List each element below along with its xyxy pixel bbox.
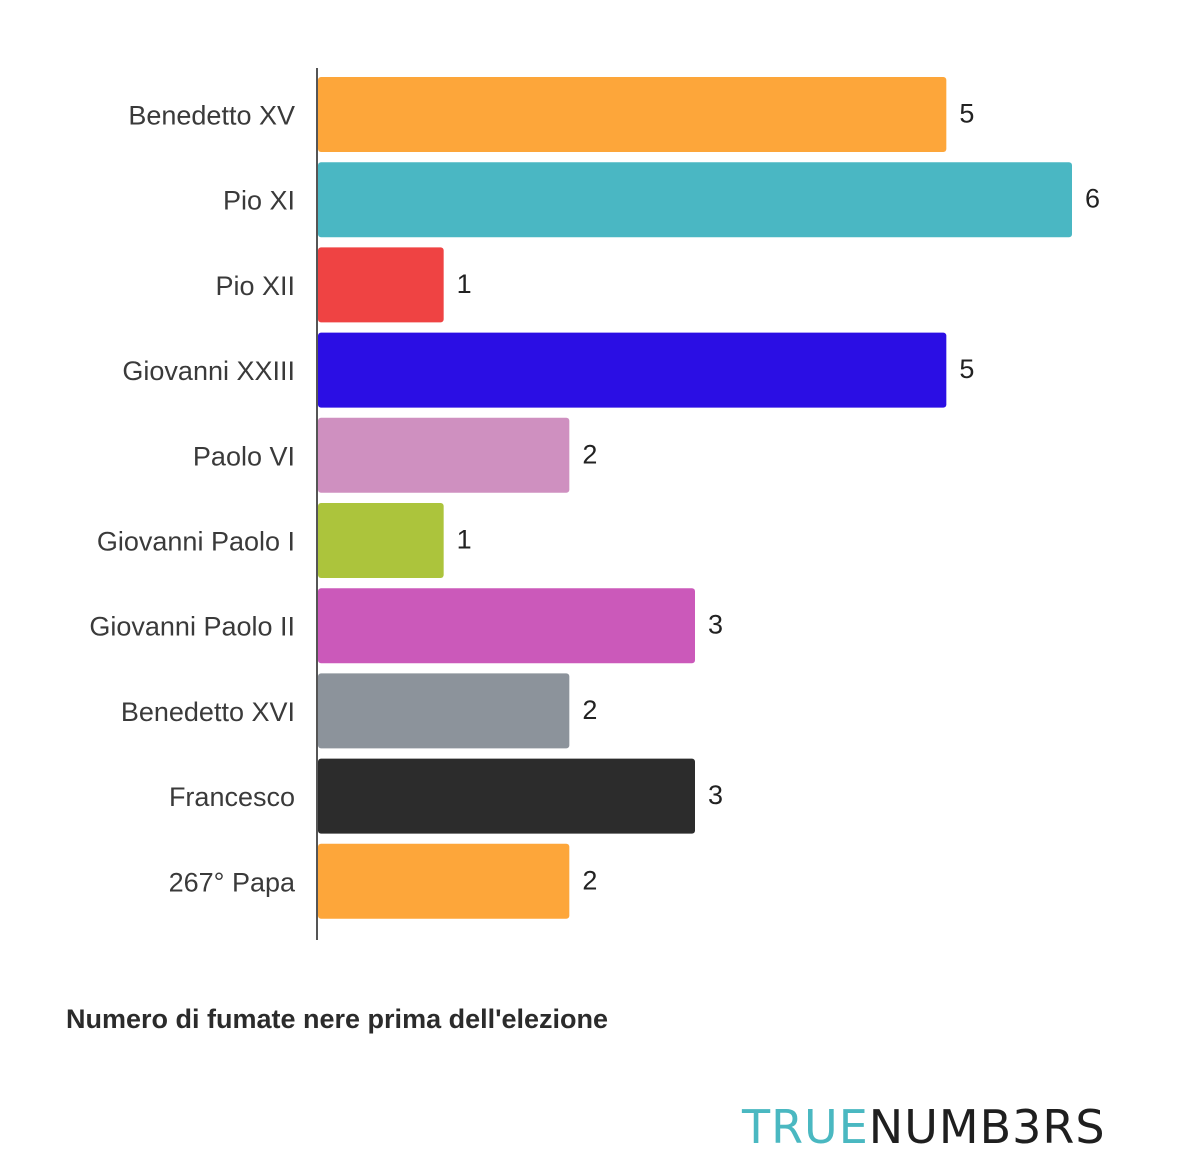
bars-layer: Benedetto XV 5 Pio XI 6 Pio XII 1 Giovanni XXI… (89, 77, 1100, 919)
bar-giovanni-xxiii (318, 332, 947, 408)
bar-pio-xii (318, 247, 444, 323)
category-label-pio-xii: Pio XII (215, 271, 295, 301)
logo-text-numb3rs: NUMB3RS (868, 1100, 1106, 1154)
category-label-benedetto-xvi: Benedetto XVI (121, 697, 295, 727)
value-label-pio-xi: 6 (1085, 184, 1100, 214)
category-label-267-papa: 267° Papa (169, 867, 296, 897)
value-label-benedetto-xvi: 2 (582, 695, 597, 725)
value-label-267-papa: 2 (582, 865, 597, 895)
bar-francesco (318, 758, 695, 834)
category-label-benedetto-xv: Benedetto XV (128, 101, 295, 131)
bar-chart: Benedetto XV 5 Pio XI 6 Pio XII 1 Giovanni XXI… (89, 68, 1100, 940)
value-label-giovanni-paolo-i: 1 (457, 525, 472, 555)
value-label-francesco: 3 (708, 780, 723, 810)
bar-267-papa (318, 843, 570, 919)
bar-giovanni-paolo-ii (318, 588, 695, 664)
category-label-giovanni-paolo-ii: Giovanni Paolo II (89, 612, 295, 642)
bar-pio-xi (318, 162, 1072, 238)
value-label-giovanni-paolo-ii: 3 (708, 610, 723, 640)
bar-benedetto-xv (318, 77, 947, 152)
category-label-pio-xi: Pio XI (223, 186, 295, 216)
category-label-paolo-vi: Paolo VI (193, 441, 295, 471)
bar-paolo-vi (318, 417, 570, 493)
x-axis-caption: Numero di fumate nere prima dell'elezion… (66, 1004, 609, 1034)
logo-text-true: TRUE (742, 1100, 869, 1154)
value-label-giovanni-xxiii: 5 (959, 354, 974, 384)
category-label-giovanni-xxiii: Giovanni XXIII (122, 356, 295, 386)
bar-benedetto-xvi (318, 673, 570, 749)
value-label-paolo-vi: 2 (582, 439, 597, 469)
bar-giovanni-paolo-i (318, 503, 444, 578)
category-label-giovanni-paolo-i: Giovanni Paolo I (97, 527, 295, 557)
value-label-pio-xii: 1 (457, 269, 472, 299)
truenumbers-logo: TRUENUMB3RS (742, 1100, 1106, 1154)
category-label-francesco: Francesco (169, 782, 295, 812)
value-label-benedetto-xv: 5 (959, 99, 974, 129)
